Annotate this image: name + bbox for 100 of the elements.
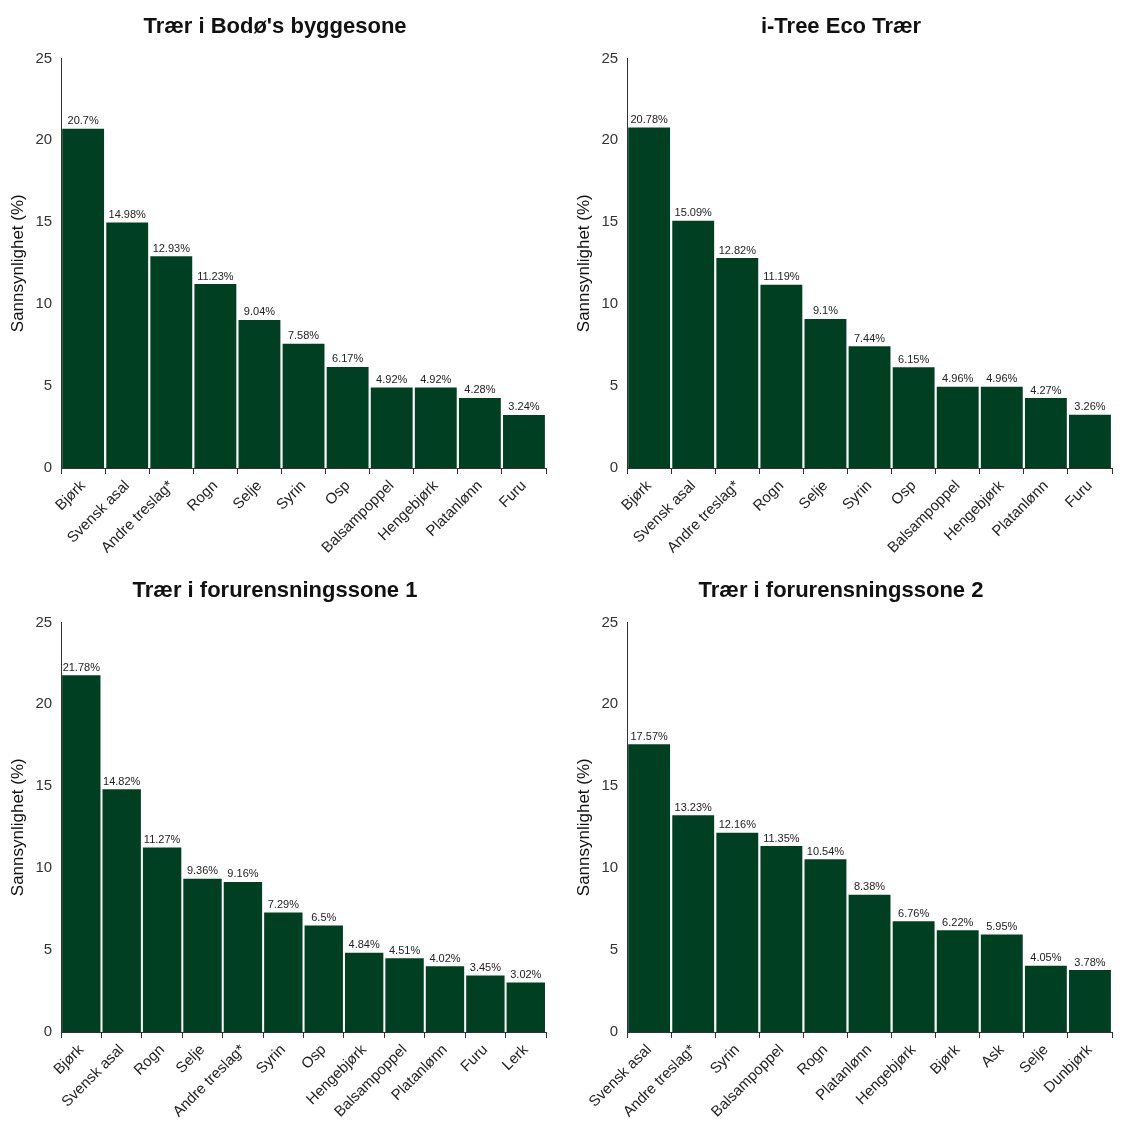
data-label: 4.92% [376, 372, 408, 385]
data-label: 4.05% [1030, 951, 1062, 964]
bar [264, 912, 303, 1033]
data-label: 9.16% [227, 867, 259, 880]
y-tick-label: 25 [601, 48, 619, 66]
bar [326, 366, 369, 469]
bar [238, 319, 281, 469]
y-axis-title: Sannsynlighet (%) [573, 194, 593, 333]
chart-title: Trær i Bodø's byggesone [143, 13, 407, 39]
data-label: 13.23% [674, 800, 713, 813]
data-label: 4.28% [464, 383, 496, 396]
chart-title: i-Tree Eco Trær [760, 13, 922, 39]
bar [892, 921, 935, 1033]
y-tick-label: 5 [609, 376, 619, 394]
x-tick-label: Lerk [498, 1040, 532, 1074]
data-label: 11.19% [763, 270, 800, 283]
bar [1024, 398, 1067, 469]
bar [716, 832, 759, 1033]
bar [194, 284, 237, 469]
data-label: 20.7% [67, 114, 99, 127]
data-label: 4.02% [429, 951, 461, 964]
y-tick-label: 5 [43, 940, 53, 958]
y-tick-label: 15 [601, 776, 619, 794]
bar [980, 386, 1023, 469]
data-label: 21.78% [62, 660, 101, 673]
bar [892, 367, 935, 469]
bar [344, 952, 384, 1033]
bar [804, 318, 847, 469]
bar [183, 878, 222, 1033]
data-label: 4.92% [420, 372, 452, 385]
bar [370, 387, 413, 469]
data-label: 4.96% [942, 372, 974, 385]
data-label: 4.27% [1030, 383, 1062, 396]
bar [672, 220, 715, 469]
data-label: 11.23% [197, 269, 234, 282]
data-label: 8.38% [853, 880, 886, 893]
y-tick-label: 0 [43, 458, 53, 476]
bar [936, 930, 979, 1033]
y-tick-label: 0 [43, 1022, 53, 1040]
data-label: 10.54% [806, 844, 845, 857]
y-tick-label: 20 [601, 694, 619, 712]
y-axis-title: Sannsynlighet (%) [7, 194, 27, 333]
data-label: 6.5% [311, 911, 337, 924]
bar [102, 789, 141, 1033]
bar [458, 397, 501, 469]
y-tick-label: 15 [35, 212, 53, 230]
chart-title: Trær i forurensningssone 1 [132, 577, 418, 603]
bar [1069, 414, 1111, 469]
data-label: 12.16% [718, 818, 757, 831]
data-label: 6.17% [332, 352, 364, 365]
bar [672, 815, 715, 1033]
data-label: 6.15% [898, 352, 930, 365]
bar [848, 346, 891, 469]
bar [936, 386, 979, 469]
bar [760, 284, 803, 469]
data-label: 9.1% [812, 304, 839, 317]
data-label: 5.95% [986, 920, 1018, 933]
bar [223, 881, 263, 1033]
y-tick-label: 20 [35, 130, 53, 148]
data-label: 6.22% [942, 915, 974, 928]
chart-title: Trær i forurensningssone 2 [698, 577, 984, 603]
y-axis-title: Sannsynlighet (%) [7, 758, 27, 897]
y-tick-label: 15 [601, 212, 619, 230]
y-tick-label: 10 [35, 858, 53, 876]
bar [304, 925, 343, 1033]
data-label: 14.82% [103, 774, 141, 787]
bar [760, 846, 803, 1033]
y-tick-label: 25 [35, 612, 53, 630]
bar [150, 256, 193, 469]
data-label: 11.35% [763, 831, 800, 844]
bar [62, 675, 101, 1033]
y-axis-title: Sannsynlighet (%) [573, 758, 593, 897]
bar [980, 934, 1023, 1033]
bar [716, 257, 759, 469]
data-label: 17.57% [630, 729, 668, 742]
bar [425, 966, 465, 1033]
data-label: 3.02% [510, 968, 542, 981]
data-label: 4.96% [986, 372, 1018, 385]
bar [628, 744, 671, 1033]
bar [1069, 970, 1111, 1033]
bar [106, 222, 149, 469]
bar [848, 894, 891, 1033]
data-label: 11.27% [143, 832, 181, 845]
bar [503, 414, 545, 469]
data-label: 12.82% [718, 243, 757, 256]
y-tick-label: 5 [609, 940, 619, 958]
data-label: 7.58% [287, 329, 320, 342]
bar [1024, 965, 1067, 1033]
y-tick-label: 10 [601, 294, 619, 312]
y-tick-label: 5 [43, 376, 53, 394]
data-label: 3.45% [469, 961, 502, 974]
y-tick-label: 15 [35, 776, 53, 794]
data-label: 20.78% [630, 113, 668, 126]
data-label: 14.98% [108, 208, 147, 221]
y-tick-label: 20 [35, 694, 53, 712]
y-tick-label: 0 [609, 458, 619, 476]
bar [804, 859, 847, 1033]
y-tick-label: 10 [601, 858, 619, 876]
y-tick-label: 20 [601, 130, 619, 148]
bar [466, 975, 505, 1033]
